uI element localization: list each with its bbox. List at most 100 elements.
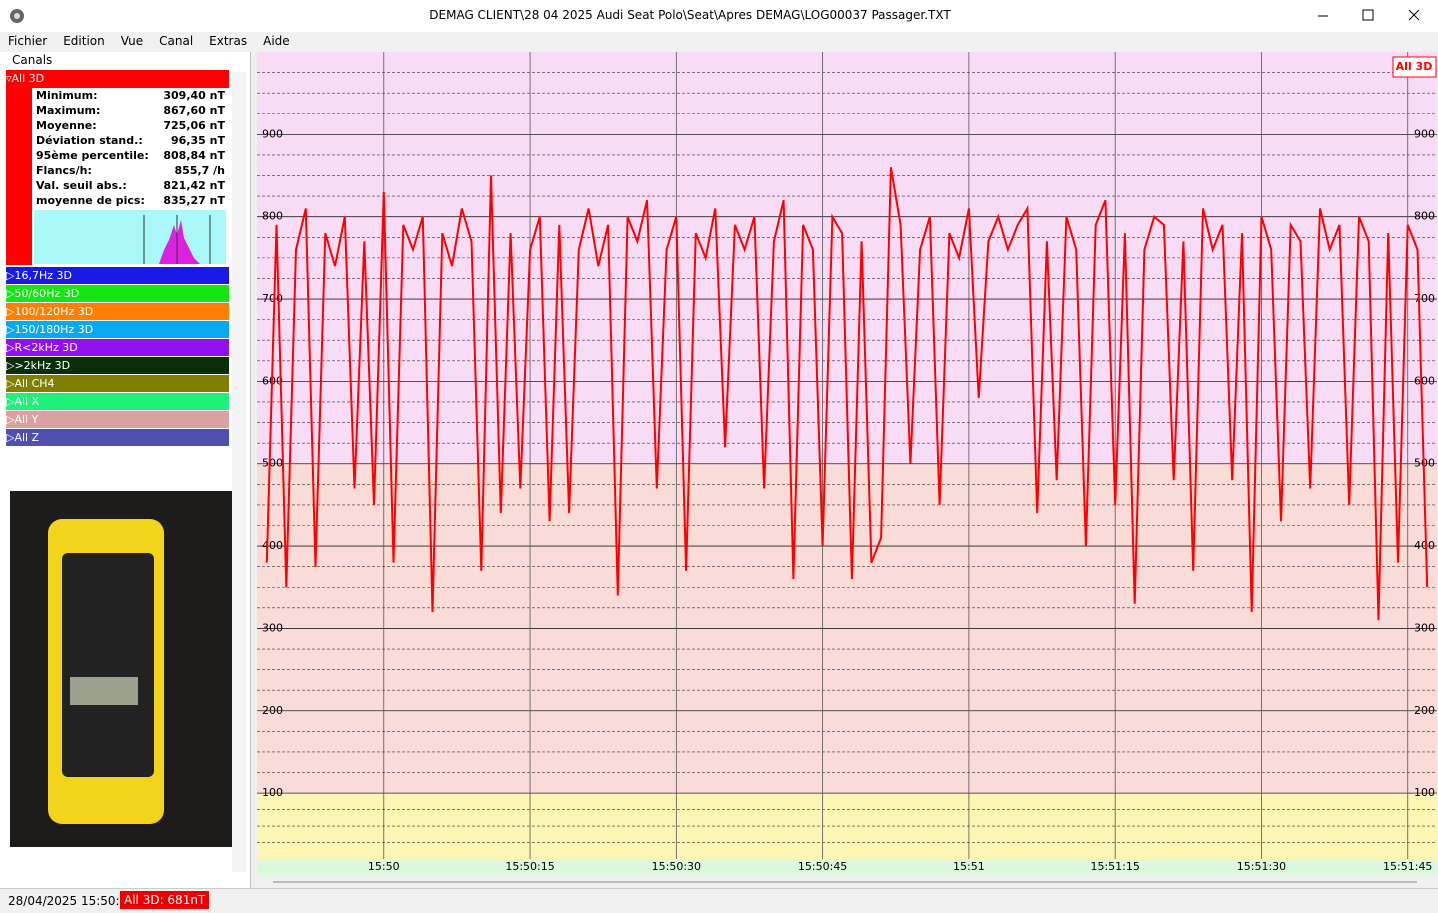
title-bar: DEMAG CLIENT\28 04 2025 Audi Seat Polo\S…: [0, 0, 1438, 32]
y-tick-label-right: 300: [1414, 621, 1435, 634]
x-tick-label: 15:51:30: [1237, 860, 1286, 873]
menu-item[interactable]: Extras: [209, 34, 248, 48]
expand-arrow: ▷: [6, 287, 15, 300]
x-tick-label: 15:51:15: [1090, 860, 1139, 873]
y-tick-label-right: 600: [1414, 374, 1435, 387]
window-controls[interactable]: [1300, 0, 1438, 32]
channel-item[interactable]: ▷100/120Hz 3D: [6, 303, 229, 320]
channel-item[interactable]: ▷150/180Hz 3D: [6, 321, 229, 338]
y-tick-label-right: 400: [1414, 539, 1435, 552]
stat-value: 821,42 nT: [163, 179, 225, 192]
panel-header: Canals: [12, 53, 53, 67]
channel-item[interactable]: ▷>2kHz 3D: [6, 357, 229, 374]
channel-panel: Canals Minimum: 309,40 nT Maximum: 867,60 n…: [0, 52, 251, 888]
series-line: [265, 167, 1429, 621]
x-axis-strip: [257, 859, 1437, 875]
channel-name: All Z: [14, 431, 40, 444]
x-tick-label: 15:50:15: [505, 860, 554, 873]
stat-row: Flancs/h: 855,7 /h: [36, 164, 225, 177]
expand-arrow: ▷: [6, 305, 15, 318]
y-tick-label: 300: [262, 621, 283, 634]
stat-row: Val. seuil abs.: 821,42 nT: [36, 179, 225, 192]
channel-name: 150/180Hz 3D: [14, 323, 94, 336]
menu-bar: Fichier Edition Vue Canal Extras Aide: [0, 32, 1438, 50]
stat-label: Maximum:: [36, 104, 101, 117]
stat-label: Minimum:: [36, 89, 98, 102]
x-tick-label: 15:50:45: [798, 860, 847, 873]
stat-value: 855,7 /h: [174, 164, 225, 177]
channel-name: All 3D: [11, 72, 45, 85]
menu-item[interactable]: Canal: [159, 34, 194, 48]
window-title: DEMAG CLIENT\28 04 2025 Audi Seat Polo\S…: [429, 8, 951, 22]
x-tick-label: 15:50:30: [652, 860, 701, 873]
expand-arrow: ▷: [6, 341, 15, 354]
stat-value: 725,06 nT: [163, 119, 225, 132]
stat-label: Val. seuil abs.:: [36, 179, 127, 192]
channel-name: All X: [14, 395, 40, 408]
stat-row: 95ème percentile: 808,84 nT: [36, 149, 225, 162]
stat-row: Moyenne: 725,06 nT: [36, 119, 225, 132]
y-tick-label: 700: [262, 292, 283, 305]
meter-photo: [10, 491, 233, 847]
status-reading: All 3D: 681nT: [120, 891, 210, 909]
channel-name: >2kHz 3D: [14, 359, 71, 372]
y-tick-label-right: 800: [1414, 210, 1435, 223]
stat-label: Flancs/h:: [36, 164, 92, 177]
status-bar: 28/04/2025 15:50:31 All 3D: 681nT: [0, 888, 1438, 913]
y-tick-label: 800: [262, 210, 283, 223]
stat-row: moyenne de pics: 835,27 nT: [36, 194, 225, 207]
stat-label: 95ème percentile:: [36, 149, 149, 162]
stat-value: 867,60 nT: [163, 104, 225, 117]
menu-item[interactable]: Aide: [263, 34, 290, 48]
scrollbar[interactable]: [232, 72, 246, 872]
stat-label: moyenne de pics:: [36, 194, 145, 207]
y-tick-label-right: 900: [1414, 127, 1435, 140]
stat-label: Déviation stand.:: [36, 134, 143, 147]
channel-name: 16,7Hz 3D: [14, 269, 72, 282]
channel-item[interactable]: ▷R<2kHz 3D: [6, 339, 229, 356]
histogram: [34, 210, 226, 264]
channel-item[interactable]: ▷50/60Hz 3D: [6, 285, 229, 302]
channel-name: All CH4: [14, 377, 55, 390]
y-tick-label-right: 100: [1414, 786, 1435, 799]
channel-item[interactable]: ▷16,7Hz 3D: [6, 267, 229, 284]
stat-value: 309,40 nT: [163, 89, 225, 102]
expand-arrow: ▷: [6, 269, 15, 282]
menu-item[interactable]: Vue: [120, 34, 144, 48]
menu-item[interactable]: Fichier: [8, 34, 48, 48]
x-tick-label: 15:51:45: [1383, 860, 1432, 873]
channel-name: R<2kHz 3D: [14, 341, 78, 354]
stat-value: 96,35 nT: [171, 134, 225, 147]
channel-name: All Y: [14, 413, 39, 426]
expand-arrow: ▷: [6, 377, 15, 390]
channel-name: 100/120Hz 3D: [14, 305, 94, 318]
x-tick-label: 15:50: [368, 860, 400, 873]
channel-item[interactable]: ▷All Z: [6, 429, 229, 446]
y-tick-label: 400: [262, 539, 283, 552]
stat-value: 835,27 nT: [163, 194, 225, 207]
app-icon: [10, 9, 24, 23]
menu-item[interactable]: Edition: [63, 34, 105, 48]
stat-row: Maximum: 867,60 nT: [36, 104, 225, 117]
x-tick-label: 15:51: [953, 860, 985, 873]
expand-arrow: ▿: [6, 72, 12, 85]
channel-item[interactable]: ▷All X: [6, 393, 229, 410]
channel-item[interactable]: ▷All Y: [6, 411, 229, 428]
stat-value: 808,84 nT: [163, 149, 225, 162]
stat-row: Déviation stand.: 96,35 nT: [36, 134, 225, 147]
status-datetime: 28/04/2025 15:50:31: [8, 894, 135, 908]
stat-row: Minimum: 309,40 nT: [36, 89, 225, 102]
expand-arrow: ▷: [6, 323, 15, 336]
expand-arrow: ▷: [6, 431, 15, 444]
stat-label: Moyenne:: [36, 119, 97, 132]
channel-item[interactable]: ▿All 3D: [6, 70, 229, 87]
y-tick-label-right: 700: [1414, 292, 1435, 305]
y-tick-label: 900: [262, 127, 283, 140]
expand-arrow: ▷: [6, 395, 15, 408]
channel-item[interactable]: ▷All CH4: [6, 375, 229, 392]
legend-box: [1392, 56, 1437, 78]
y-tick-label-right: 200: [1414, 704, 1435, 717]
expand-arrow: ▷: [6, 413, 15, 426]
